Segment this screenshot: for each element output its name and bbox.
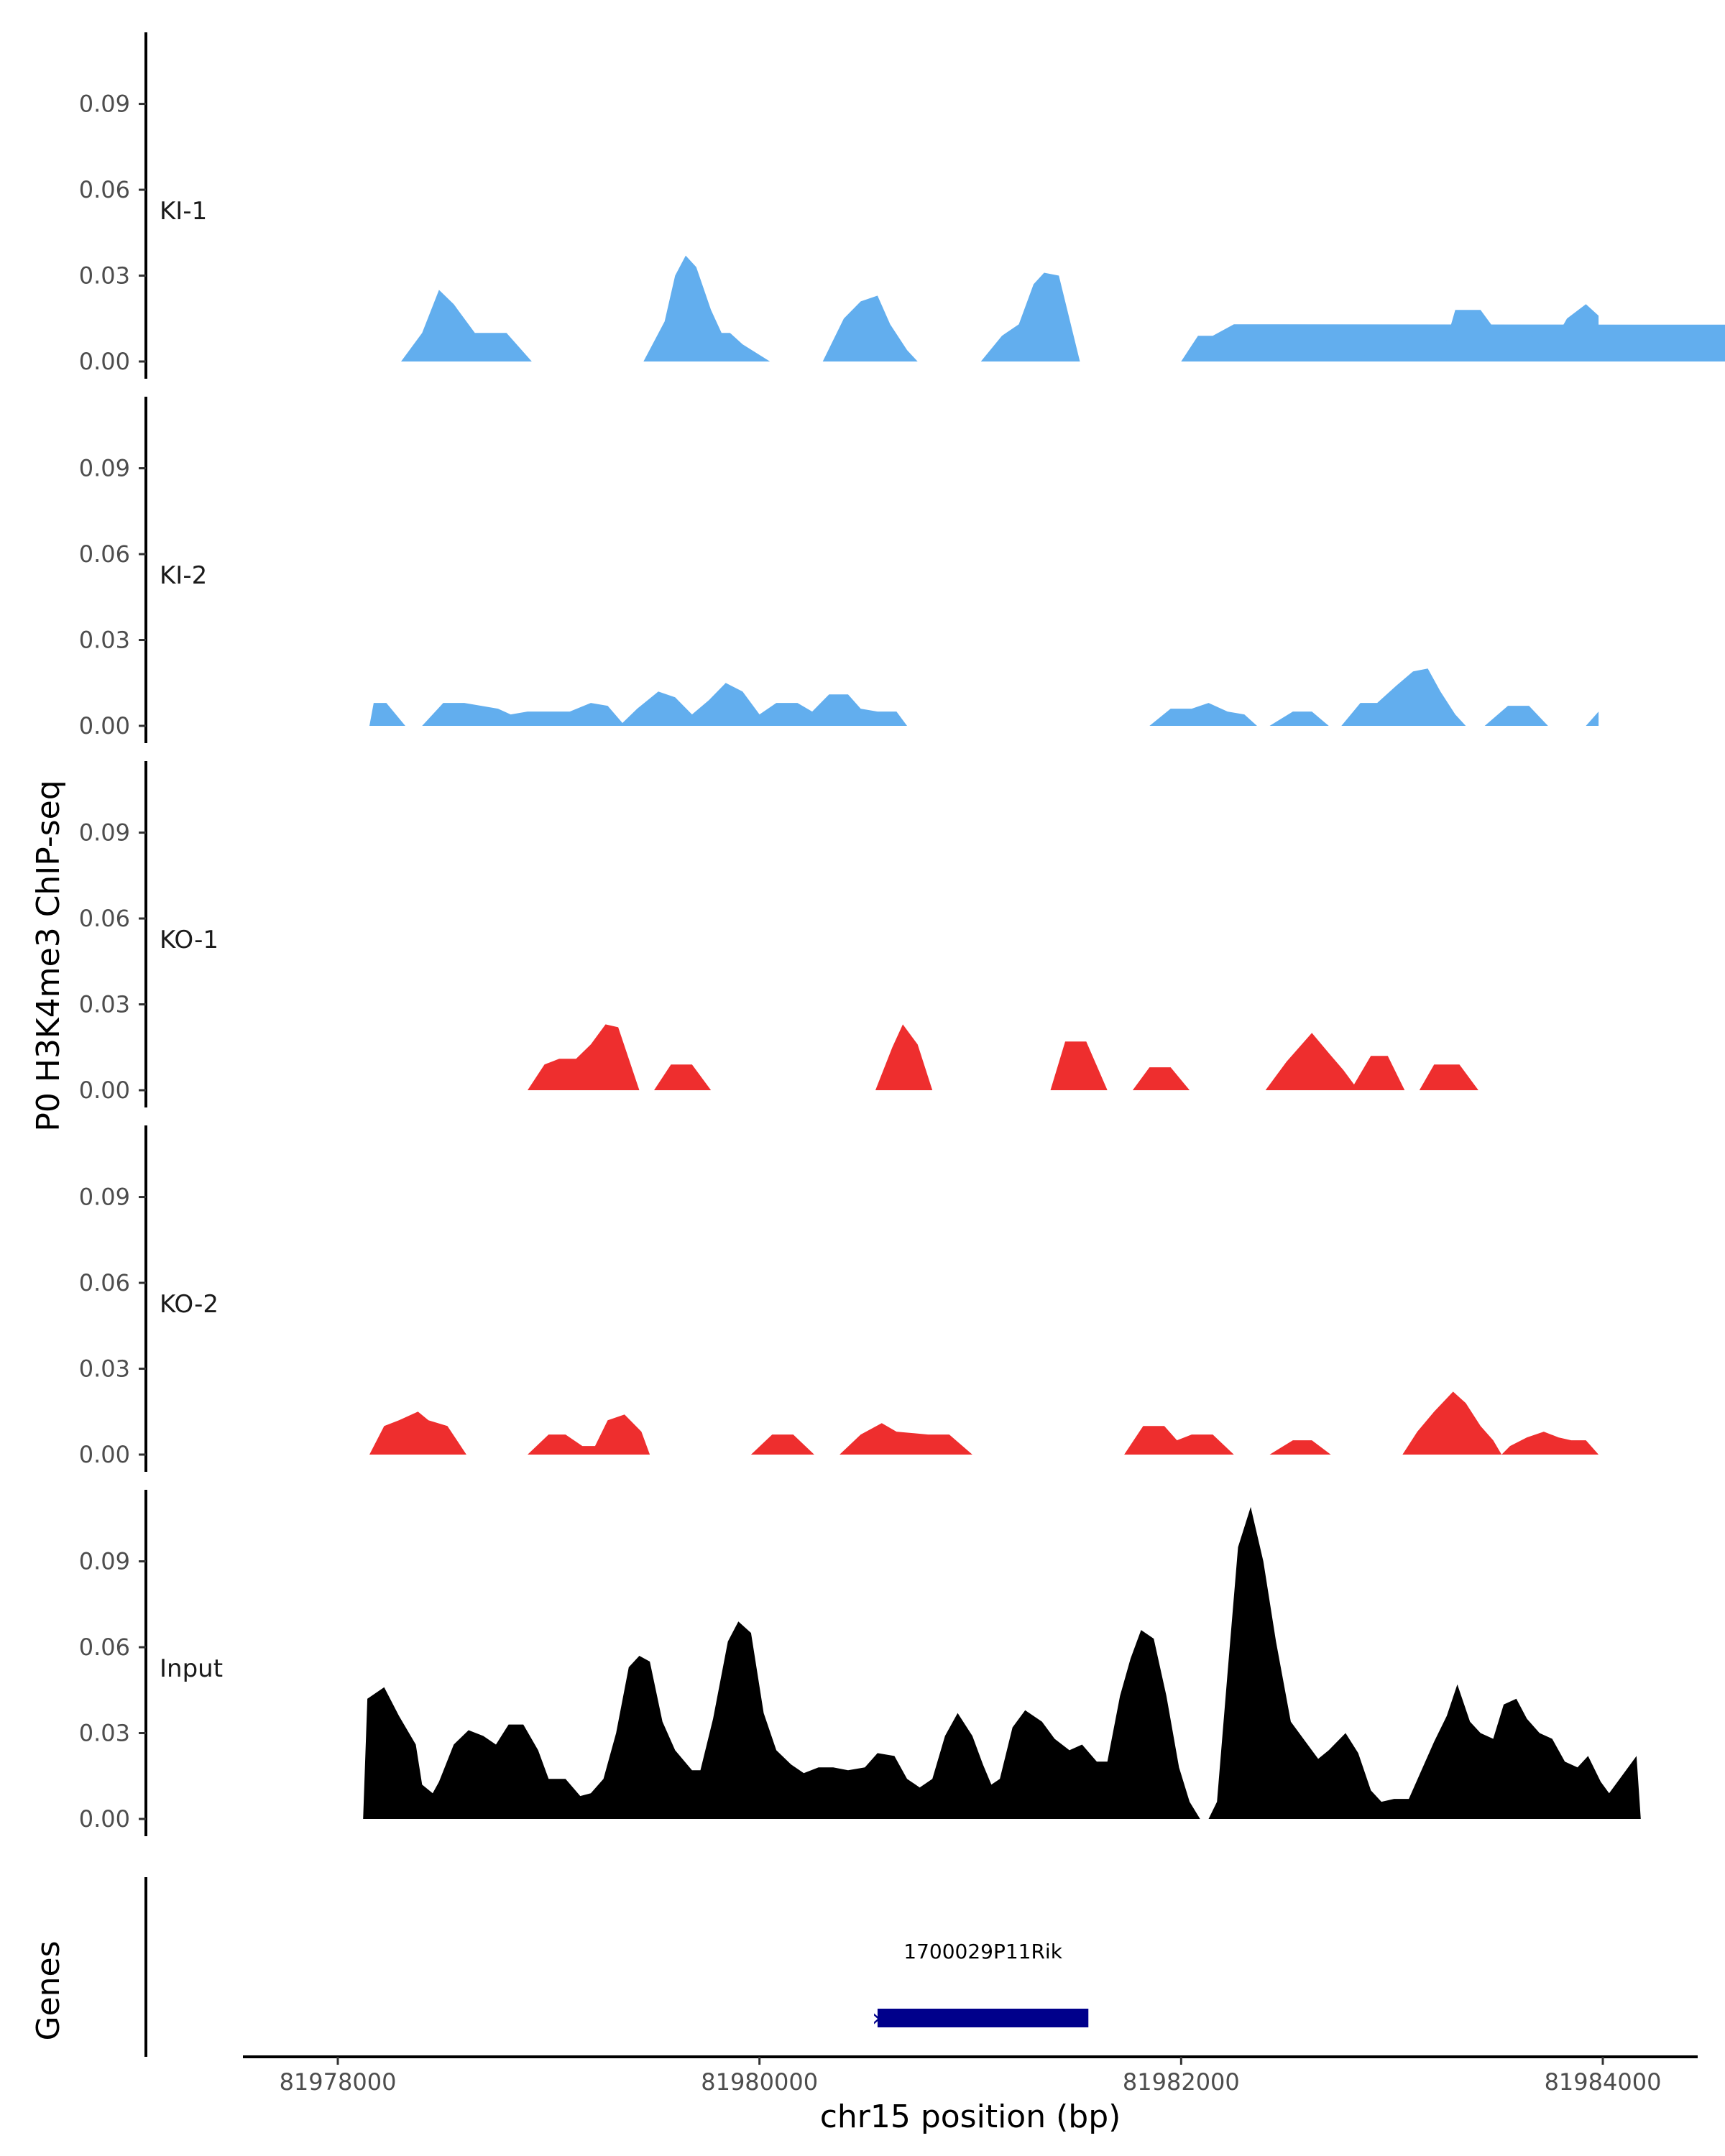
y-tick-label: 0.09 [79,1548,130,1575]
track-label: KI-1 [160,197,207,226]
y-tick-label: 0.00 [79,1077,130,1104]
signal-area [1132,1067,1190,1090]
track-ko-2: 0.00 0.03 0.06 0.09 KO-2 [79,1125,1599,1472]
signal-area [875,1024,933,1090]
x-tick-label: 81980000 [701,2068,818,2096]
y-tick-label: 0.06 [79,540,130,568]
y-tick-label: 0.09 [79,91,130,118]
signal-area [643,255,770,361]
y-axis-title: P0 H3K4me3 ChIP-seq [30,780,67,1131]
track-ki-2: 0.00 0.03 0.06 0.09 KI-2 [79,397,1599,743]
gene-name-label: 1700029P11Rik [903,1940,1062,1963]
genes-axis-title: Genes [30,1940,67,2040]
y-tick-label: 0.09 [79,1184,130,1211]
track-label: KO-2 [160,1290,218,1319]
signal-area [1269,711,1329,726]
x-axis-title: chr15 position (bp) [820,2099,1121,2135]
y-tick-label: 0.00 [79,1805,130,1833]
x-tick-label: 81978000 [280,2068,397,2096]
signal-area [980,272,1080,361]
track-label: Input [160,1654,223,1683]
track-label: KI-2 [160,561,207,590]
signal-area [1269,1440,1331,1455]
y-tick-label: 0.09 [79,455,130,482]
track-ko-1: 0.00 0.03 0.06 0.09 KO-1 [79,761,1478,1107]
y-tick-label: 0.03 [79,1355,130,1383]
signal-area [363,1621,1200,1819]
signal-area [1419,1064,1478,1090]
track-label: KO-1 [160,926,218,954]
y-tick-label: 0.03 [79,262,130,290]
signal-area [1360,336,1417,361]
y-tick-label: 0.00 [79,348,130,375]
signal-area [1586,711,1599,726]
track-input: 0.00 0.03 0.06 0.09 Input [79,1490,1641,1836]
y-tick-label: 0.03 [79,627,130,654]
y-tick-label: 0.06 [79,176,130,203]
signal-area [1265,1033,1405,1090]
y-tick-label: 0.00 [79,1441,130,1468]
gene-body [877,2009,1089,2027]
signal-area [422,683,907,726]
strand-glyph: › [872,2004,882,2032]
signal-area [1050,1041,1108,1090]
signal-area [369,703,405,726]
y-tick-label: 0.03 [79,991,130,1018]
y-tick-label: 0.06 [79,905,130,932]
track-ki-1: 0.00 0.03 0.06 0.09 KI-1 [79,32,1725,379]
signal-area [401,290,532,361]
signal-area [1484,706,1548,726]
y-tick-label: 0.03 [79,1720,130,1747]
x-tick-label: 81982000 [1123,2068,1240,2096]
x-axis: 81978000 81980000 81982000 81984000 [243,2055,1698,2096]
signal-area [369,1411,466,1455]
signal-area [1124,1426,1234,1455]
signal-area [528,1414,650,1455]
gene-track: › 1700029P11Rik [144,1877,1089,2057]
signal-area [654,1064,712,1090]
y-tick-label: 0.06 [79,1269,130,1296]
signal-area [528,1024,640,1090]
signal-area [1402,1391,1599,1455]
signal-area [750,1434,814,1455]
y-tick-label: 0.06 [79,1634,130,1661]
signal-area [822,295,918,361]
signal-area [1149,703,1257,726]
y-tick-label: 0.09 [79,819,130,847]
signal-area [1208,1506,1641,1819]
signal-area [1341,668,1466,726]
x-tick-label: 81984000 [1545,2068,1662,2096]
signal-area [1440,304,1599,361]
signal-area [840,1423,972,1455]
y-tick-label: 0.00 [79,712,130,740]
tracks-group: 0.00 0.03 0.06 0.09 KI-1 0.00 0.03 0.06 0.09 KI-2… [79,32,1725,1836]
